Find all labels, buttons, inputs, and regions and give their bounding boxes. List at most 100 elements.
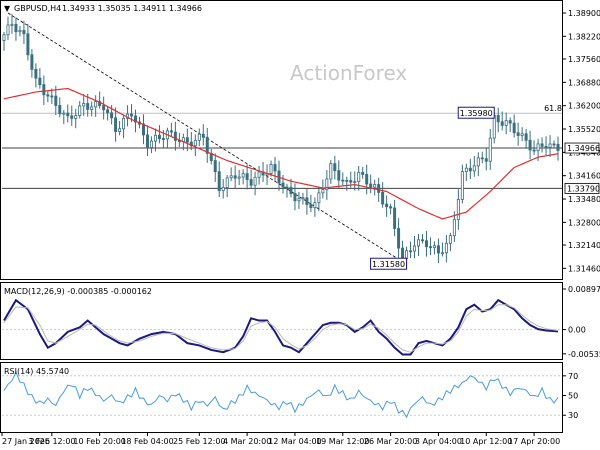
candle-body — [273, 164, 277, 172]
candle-body — [197, 133, 201, 141]
candle-body — [213, 160, 217, 173]
candle-body — [62, 112, 66, 115]
candle-body — [114, 117, 118, 132]
price-tick-label: 1.32140 — [568, 241, 600, 250]
candle-body — [389, 206, 393, 209]
level-price-label: 1.34966 — [567, 144, 600, 153]
candle-body — [413, 245, 417, 252]
candle-body — [452, 219, 456, 237]
symbol-triangle-icon[interactable]: ▼ — [4, 4, 11, 13]
candle-body — [225, 177, 229, 188]
candle-body — [130, 113, 134, 117]
macd-tick-label: 0.008972 — [568, 285, 600, 294]
candle-body — [488, 137, 492, 162]
candle-body — [548, 143, 552, 148]
annotation-box — [370, 257, 408, 270]
candle-body — [141, 123, 145, 136]
candle-body — [536, 143, 540, 152]
price-tick-label: 1.33480 — [568, 195, 600, 204]
fib-label: 61.8 — [544, 104, 562, 113]
candle-body — [377, 184, 381, 193]
candle-body — [349, 180, 353, 183]
candle-body — [409, 250, 413, 253]
candle-body — [345, 179, 349, 182]
annotation-label: 1.31580 — [372, 260, 405, 269]
time-tick-label: 10 Feb 20:00 — [73, 437, 125, 446]
candle-body — [118, 128, 122, 132]
macd-main-line — [3, 298, 559, 356]
candle-body — [444, 242, 448, 254]
level-price-box — [564, 182, 600, 194]
candle-body — [528, 139, 532, 151]
candle-body — [325, 178, 329, 190]
candle-body — [341, 179, 345, 182]
candle-body — [30, 54, 34, 70]
candle-body — [237, 176, 241, 179]
candle-body — [456, 199, 460, 221]
candle-body — [54, 95, 58, 106]
price-tick-label: 1.35520 — [568, 125, 600, 134]
candle-body — [201, 133, 205, 138]
candle-body — [436, 245, 440, 254]
candle-body — [34, 68, 38, 79]
candle-body — [82, 103, 86, 107]
macd-label: MACD(12,26,9) -0.000385 -0.000162 — [4, 287, 152, 296]
candle-body — [26, 33, 30, 56]
candle-body — [22, 30, 26, 35]
candle-body — [14, 23, 18, 33]
candle-body — [424, 240, 428, 248]
candle-body — [217, 171, 221, 192]
candle-body — [393, 207, 397, 229]
candle-body — [365, 174, 369, 185]
candle-body — [305, 197, 309, 205]
price-tick-label: 1.38900 — [568, 9, 600, 18]
time-tick-label: 18 Feb 04:00 — [121, 437, 173, 446]
candle-body — [333, 163, 337, 172]
price-tick-label: 1.38220 — [568, 32, 600, 41]
candle-body — [472, 165, 476, 172]
candle-body — [233, 175, 237, 179]
candle-body — [321, 189, 325, 194]
time-tick-label: 19 Mar 12:00 — [316, 437, 369, 446]
moving-average-line — [3, 87, 559, 220]
price-tick-label: 1.32800 — [568, 218, 600, 227]
annotation-label: 1.35980 — [460, 109, 493, 118]
level-price-box — [564, 142, 600, 154]
candle-body — [78, 105, 82, 116]
candle-body — [221, 187, 225, 192]
candle-body — [193, 139, 197, 147]
candle-body — [185, 137, 189, 143]
candle-body — [504, 120, 508, 126]
candle-body — [357, 171, 361, 182]
candle-body — [417, 239, 421, 247]
candle-body — [397, 228, 401, 249]
rsi-tick-label: 50 — [568, 392, 578, 401]
candle-body — [381, 191, 385, 205]
candle-body — [500, 121, 504, 126]
macd-tick-label: -0.005356 — [568, 350, 600, 359]
candle-body — [86, 103, 90, 110]
candle-body — [46, 94, 50, 97]
candle-body — [245, 173, 249, 180]
candle-body — [369, 183, 373, 188]
time-tick-label: 17 Apr 20:00 — [508, 437, 560, 446]
candle-body — [373, 184, 377, 188]
price-tick-label: 1.36200 — [568, 102, 600, 111]
candle-body — [385, 203, 389, 208]
candle-body — [301, 197, 305, 200]
candle-body — [149, 140, 153, 148]
candle-body — [460, 171, 464, 200]
annotation-box — [457, 106, 495, 119]
candle-body — [532, 149, 536, 152]
candle-body — [480, 157, 484, 160]
candle-body — [173, 131, 177, 141]
time-tick-label: 3 Feb 12:00 — [28, 437, 75, 446]
candle-body — [508, 120, 512, 124]
symbol-label: GBPUSD,H4 — [14, 4, 61, 13]
macd-layer — [2, 298, 562, 356]
time-tick-label: 3 Apr 04:00 — [415, 437, 462, 446]
ohlc-values: 1.34933 1.35035 1.34911 1.34966 — [62, 4, 202, 13]
candle-body — [122, 117, 126, 130]
candle-body — [520, 133, 524, 136]
